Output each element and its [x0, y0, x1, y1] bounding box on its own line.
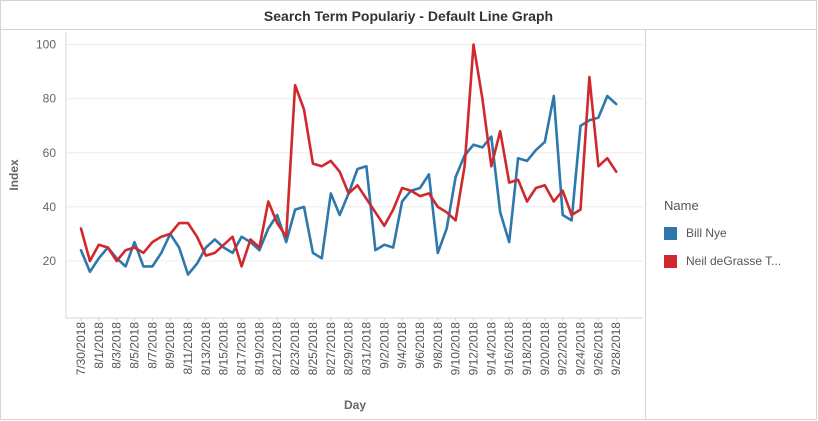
legend-label-bill-nye: Bill Nye	[686, 226, 727, 240]
x-tick-label: 9/10/2018	[449, 322, 463, 376]
series-line-bill-nye	[79, 94, 618, 276]
x-tick-label: 8/3/2018	[110, 322, 124, 369]
x-tick-label: 9/8/2018	[431, 322, 445, 369]
x-tick-label: 8/31/2018	[359, 322, 373, 376]
y-tick-label: 80	[43, 92, 57, 106]
x-tick-label: 8/9/2018	[163, 322, 177, 369]
y-axis-title: Index	[7, 159, 21, 191]
x-tick-label: 8/13/2018	[199, 322, 213, 376]
x-tick-label: 9/12/2018	[466, 322, 480, 376]
axes	[65, 32, 643, 321]
series-line-neil-degrasse-t	[79, 43, 618, 268]
legend-divider	[645, 30, 646, 420]
y-tick-label: 100	[36, 38, 56, 52]
x-tick-label: 9/24/2018	[574, 322, 588, 376]
chart-title: Search Term Populariy - Default Line Gra…	[263, 8, 554, 24]
line-chart: 20 40 60 80 100 7/30/2018 8/1/2018 8/3/2018 8/5/…	[7, 32, 643, 412]
x-tick-label: 9/22/2018	[556, 322, 570, 376]
title-bar: Search Term Populariy - Default Line Gra…	[0, 0, 817, 30]
y-tick-label: 20	[43, 254, 57, 268]
x-tick-label: 9/2/2018	[377, 322, 391, 369]
x-tick-label: 8/15/2018	[217, 322, 231, 376]
x-tick-label: 8/27/2018	[324, 322, 338, 376]
x-axis-title: Day	[344, 398, 366, 412]
x-tick-label: 8/1/2018	[92, 322, 106, 369]
x-tick-label: 9/28/2018	[609, 322, 623, 376]
x-tick-label: 8/11/2018	[181, 322, 195, 375]
x-tick-label: 7/30/2018	[74, 322, 88, 376]
legend-swatch-neil-degrasse-tyson	[664, 255, 677, 268]
x-tick-label: 8/19/2018	[252, 322, 266, 376]
x-tick-label: 8/17/2018	[235, 322, 249, 376]
x-tick-label: 9/18/2018	[520, 322, 534, 376]
x-tick-label: 9/26/2018	[591, 322, 605, 376]
series-lines	[79, 43, 618, 276]
x-tick-label: 9/16/2018	[502, 322, 516, 376]
legend-swatch-bill-nye	[664, 227, 677, 240]
legend-title: Name	[664, 198, 699, 213]
legend: Name Bill Nye Neil deGrasse T...	[646, 30, 817, 420]
x-tick-label: 9/20/2018	[538, 322, 552, 376]
x-tick-label: 8/7/2018	[145, 322, 159, 369]
x-tick-label: 8/23/2018	[288, 322, 302, 376]
x-tick-label: 9/14/2018	[484, 322, 498, 376]
x-tick-label: 9/6/2018	[413, 322, 427, 369]
x-tick-label: 8/5/2018	[128, 322, 142, 369]
axis-labels: 20 40 60 80 100 7/30/2018 8/1/2018 8/3/2018 8/5/…	[7, 38, 623, 412]
x-tick-label: 8/25/2018	[306, 322, 320, 376]
x-tick-label: 8/29/2018	[342, 322, 356, 376]
y-tick-label: 60	[43, 146, 57, 160]
grid-lines	[66, 44, 643, 262]
legend-label-neil-degrasse-tyson: Neil deGrasse T...	[686, 254, 782, 268]
y-tick-label: 40	[43, 200, 57, 214]
x-tick-label: 8/21/2018	[270, 322, 284, 376]
x-tick-label: 9/4/2018	[395, 322, 409, 369]
